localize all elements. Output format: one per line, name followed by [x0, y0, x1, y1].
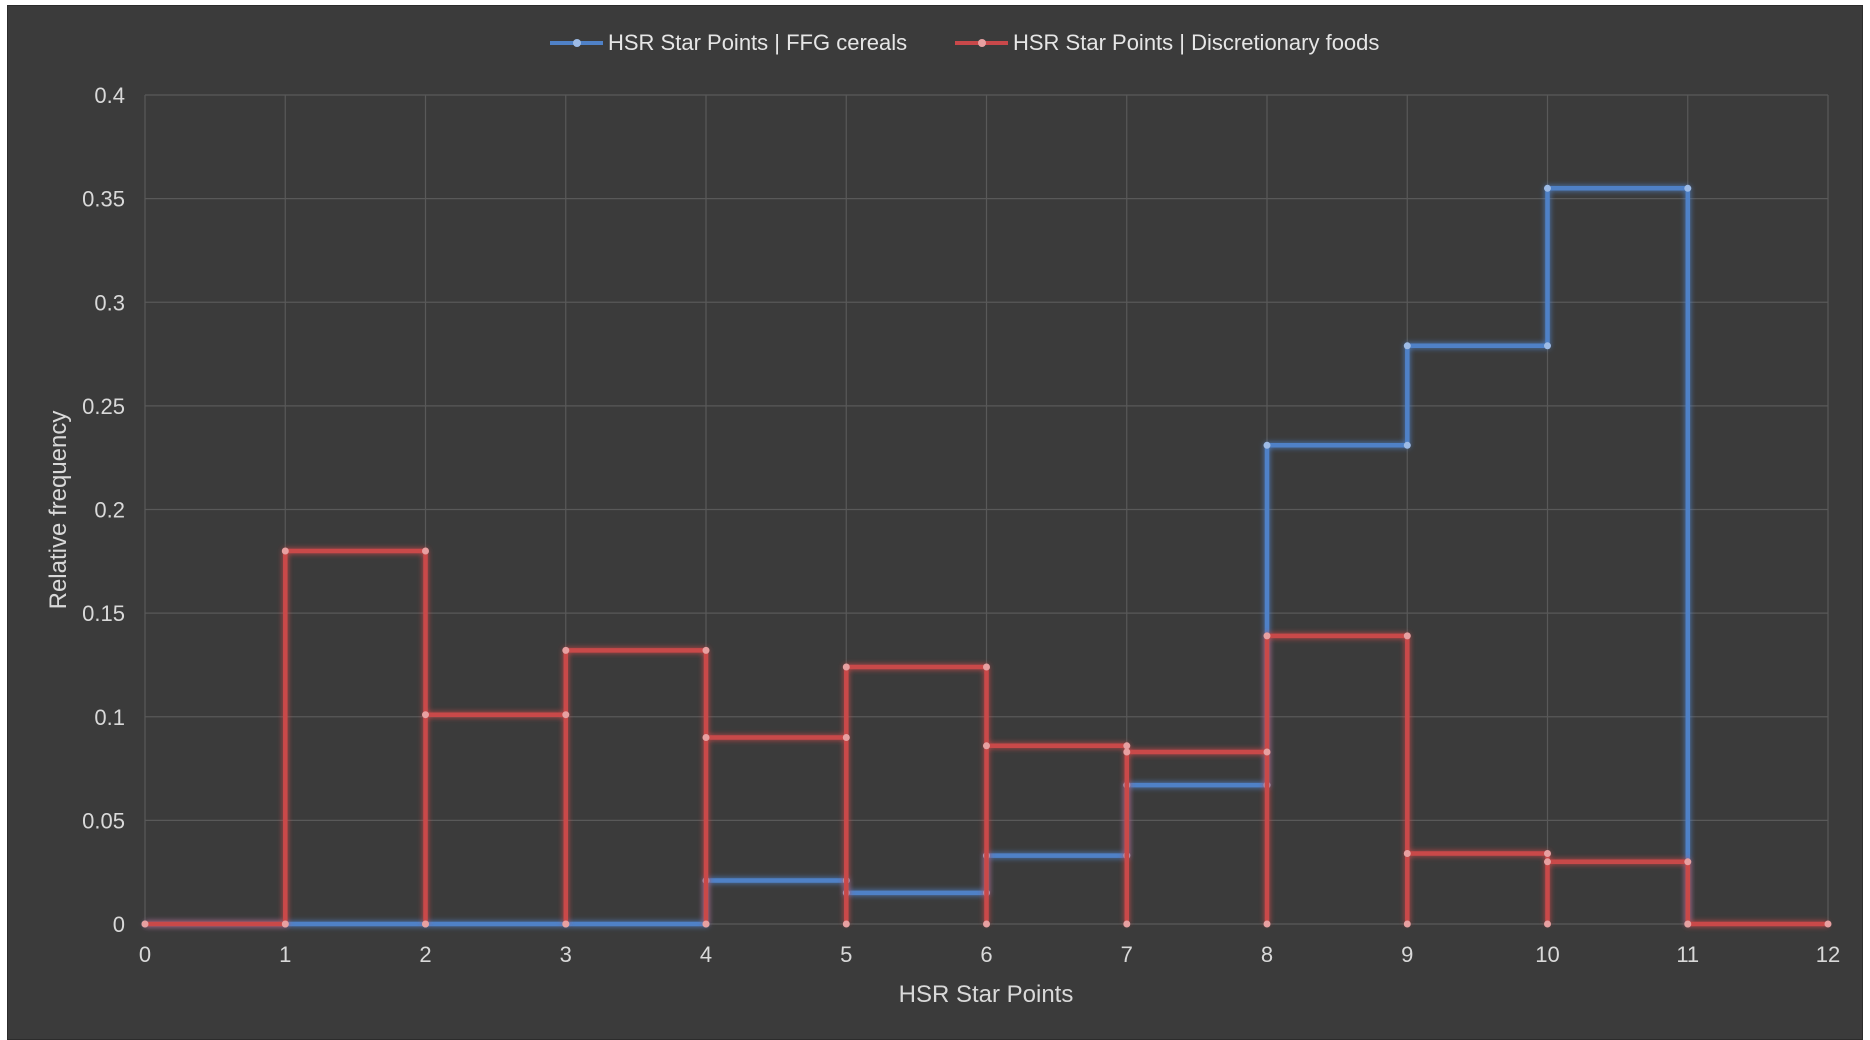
data-point [1684, 184, 1692, 192]
data-point [842, 663, 850, 671]
y-tick-label: 0.4 [94, 83, 125, 108]
data-point [1263, 632, 1271, 640]
y-tick-label: 0.35 [82, 187, 125, 212]
data-point [1544, 858, 1551, 866]
data-point [1544, 184, 1551, 192]
data-point [1684, 920, 1692, 928]
data-point [1123, 742, 1131, 750]
series-ffg-cereals [141, 184, 1692, 928]
data-point [1403, 850, 1411, 857]
legend-item-discretionary-foods: HSR Star Points | Discretionary foods [955, 30, 1379, 55]
data-point [1544, 850, 1551, 857]
data-point [1684, 858, 1692, 866]
legend: HSR Star Points | FFG cereals HSR Star P… [550, 30, 1379, 55]
data-point [1544, 342, 1551, 350]
y-tick-label: 0.05 [82, 808, 125, 833]
data-point [702, 920, 710, 928]
data-point [1123, 920, 1131, 928]
x-tick-label: 1 [279, 942, 291, 967]
y-tick-label: 0.15 [82, 601, 125, 626]
x-tick-label: 9 [1401, 942, 1413, 967]
legend-marker-ffg-cereals [573, 39, 581, 47]
data-point [1263, 441, 1271, 449]
data-point [422, 547, 429, 555]
chart-frame [7, 5, 1863, 1040]
series-ffg-cereals-line [145, 186, 1691, 927]
y-tick-label: 0.25 [82, 394, 125, 419]
data-point [562, 920, 570, 928]
data-point [562, 711, 570, 719]
x-tick-label: 4 [700, 942, 712, 967]
data-point [983, 920, 990, 928]
data-point [702, 734, 710, 741]
series-discretionary-foods [141, 547, 1832, 928]
x-axis-title: HSR Star Points [899, 981, 1074, 1008]
x-tick-label: 6 [980, 942, 992, 967]
data-point [281, 547, 289, 555]
data-point [1403, 441, 1411, 449]
data-point [702, 646, 710, 654]
data-point [1824, 920, 1832, 928]
x-tick-label: 2 [419, 942, 431, 967]
x-tick-label: 3 [560, 942, 572, 967]
data-point [1403, 632, 1411, 640]
x-tick-label: 11 [1676, 942, 1699, 967]
data-point [1403, 920, 1411, 928]
y-tick-label: 0 [113, 912, 125, 937]
legend-label-ffg-cereals: HSR Star Points | FFG cereals [608, 30, 907, 55]
tick-labels: 0 1 2 3 4 5 6 7 8 9 10 11 1200.050.10.150.20.250.30.… [82, 83, 1840, 967]
legend-marker-discretionary-foods [978, 39, 986, 47]
data-point [1263, 748, 1271, 756]
x-tick-label: 5 [840, 942, 852, 967]
data-point [281, 920, 289, 928]
data-point [422, 920, 429, 928]
x-tick-label: 8 [1261, 942, 1273, 967]
x-tick-label: 10 [1535, 942, 1559, 967]
series-layer [141, 184, 1832, 928]
data-point [141, 920, 149, 928]
data-point [562, 646, 570, 654]
y-tick-label: 0.1 [94, 705, 125, 730]
y-tick-label: 0.2 [94, 498, 125, 523]
data-point [422, 711, 429, 719]
data-point [983, 742, 990, 750]
data-point [983, 663, 990, 671]
data-point [842, 734, 850, 741]
legend-label-discretionary-foods: HSR Star Points | Discretionary foods [1013, 30, 1379, 55]
x-tick-label: 0 [139, 942, 151, 967]
data-point [1263, 920, 1271, 928]
y-axis-title: Relative frequency [45, 411, 72, 610]
data-point [1123, 748, 1131, 756]
data-point [1403, 342, 1411, 350]
legend-item-ffg-cereals: HSR Star Points | FFG cereals [550, 30, 907, 55]
y-tick-label: 0.3 [94, 290, 125, 315]
x-tick-label: 12 [1816, 942, 1840, 967]
data-point [1544, 920, 1551, 928]
data-point [842, 920, 850, 928]
x-tick-label: 7 [1121, 942, 1133, 967]
